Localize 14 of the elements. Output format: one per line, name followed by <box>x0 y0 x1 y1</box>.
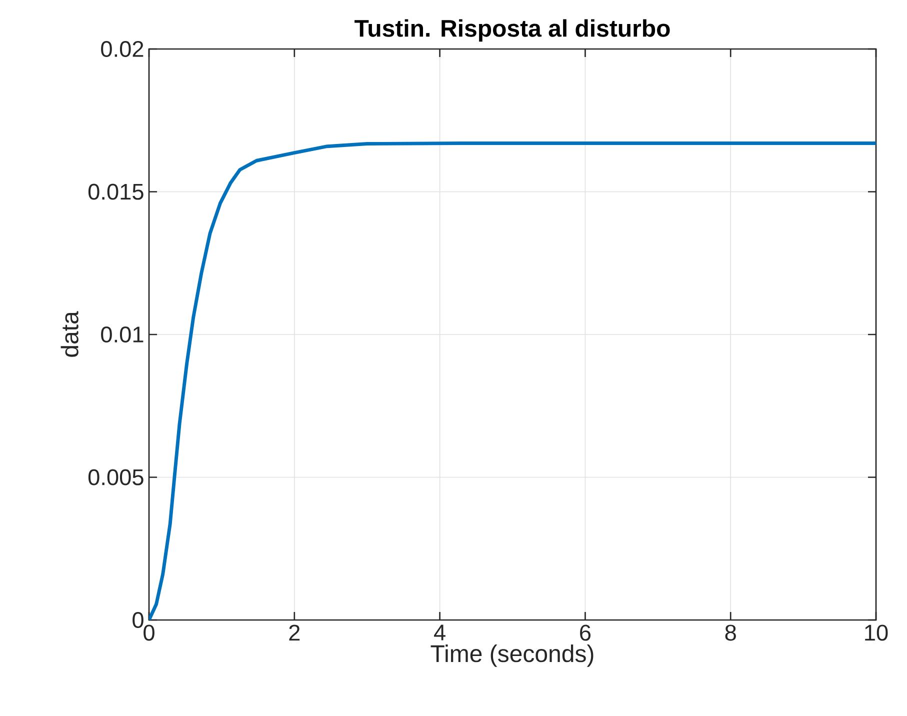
y-tick-label: 0.015 <box>88 184 144 200</box>
y-tick-label: 0.005 <box>88 469 144 486</box>
x-tick-label: 4 <box>434 624 446 640</box>
y-axis-title: data <box>60 311 78 357</box>
x-tick-label: 10 <box>865 624 888 641</box>
x-tick-label: 8 <box>725 624 736 641</box>
x-tick-label: 6 <box>580 624 591 641</box>
x-axis-title: Time (seconds) <box>430 644 594 667</box>
x-tick-label: 2 <box>289 624 300 641</box>
y-tick-label: 0.02 <box>101 40 144 58</box>
x-tick-label: 0 <box>144 624 154 641</box>
y-tick-label: 0.01 <box>101 326 144 343</box>
chart-title: Tustin. Risposta al disturbo <box>354 19 670 42</box>
y-tick-label: 0 <box>132 612 144 628</box>
